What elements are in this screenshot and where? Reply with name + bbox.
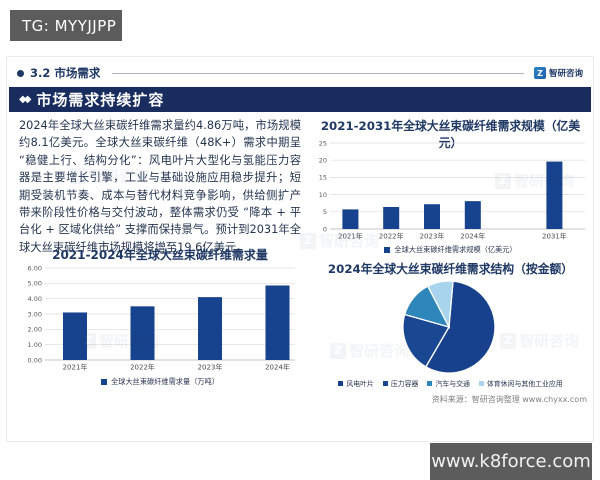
legend-marker xyxy=(427,380,433,386)
svg-text:5.00: 5.00 xyxy=(28,280,42,288)
site-badge: www.k8force.com xyxy=(430,443,592,480)
slide-header: 3.2 市场需求 Z 智研咨询 xyxy=(17,64,583,82)
chart1-legend: 全球大丝束碳纤维需求量（万吨） xyxy=(19,377,301,387)
svg-text:2024年: 2024年 xyxy=(460,232,485,241)
svg-text:3.00: 3.00 xyxy=(28,310,42,318)
left-column: 2024年全球大丝束碳纤维需求量约4.86万吨，市场规模约8.1亿美元。全球大丝… xyxy=(19,115,301,441)
pie-legend-item: 汽车与交通 xyxy=(427,378,470,388)
pie-legend-item: 体育休闲与其他工业应用 xyxy=(478,378,563,388)
summary-paragraph: 2024年全球大丝束碳纤维需求量约4.86万吨，市场规模约8.1亿美元。全球大丝… xyxy=(19,119,301,254)
brand-logo: Z 智研咨询 xyxy=(533,67,583,79)
svg-text:5: 5 xyxy=(323,208,327,216)
svg-text:2023年: 2023年 xyxy=(420,232,445,241)
pie-legend-item: 风电叶片 xyxy=(338,378,374,388)
svg-text:2.00: 2.00 xyxy=(28,326,42,334)
pie-legend-label: 汽车与交通 xyxy=(435,380,470,388)
brand-logo-text: 智研咨询 xyxy=(548,69,583,79)
chart2-legend-label: 全球大丝束碳纤维需求规模（亿美元） xyxy=(394,245,517,254)
pie-legend-label: 体育休闲与其他工业应用 xyxy=(486,380,563,388)
svg-text:25: 25 xyxy=(319,139,327,147)
banner-title: 市场需求持续扩容 xyxy=(36,91,165,109)
svg-text:2023年: 2023年 xyxy=(198,363,223,372)
bar-chart-demand-volume: 0.00 1.00 2.00 3.00 4.00 5.00 6.00 2021年 2022年 20… xyxy=(28,264,295,372)
source-line: 资料来源：智研咨询整理 www.chyxx.com xyxy=(431,395,587,404)
pie-legend-label: 风电叶片 xyxy=(346,380,374,388)
svg-text:2021年: 2021年 xyxy=(338,232,363,241)
legend-marker xyxy=(384,247,391,253)
banner: ◆◆ 市场需求持续扩容 xyxy=(9,87,591,112)
svg-text:2022年: 2022年 xyxy=(379,232,404,241)
svg-text:1.00: 1.00 xyxy=(28,341,42,349)
svg-text:15: 15 xyxy=(319,174,327,182)
right-column: 2021-2031年全球大丝束碳纤维需求规模（亿美元） 0 5 10 15 20 25 20… xyxy=(312,115,589,441)
pie-legend-item: 压力容器 xyxy=(382,378,419,388)
svg-text:6.00: 6.00 xyxy=(28,264,42,272)
pie-chart-title: 2024年全球大丝束碳纤维需求结构（按金额） xyxy=(327,262,574,276)
legend-marker xyxy=(338,380,344,386)
svg-text:10: 10 xyxy=(319,191,327,199)
legend-marker xyxy=(478,380,484,386)
content-columns: 2024年全球大丝束碳纤维需求量约4.86万吨，市场规模约8.1亿美元。全球大丝… xyxy=(7,115,593,441)
tg-badge: TG: MYYJJPP xyxy=(10,10,122,41)
pie-legend: 风电叶片 压力容器 汽车与交通 体育休闲与其他工业应用 xyxy=(312,378,589,388)
svg-text:4.00: 4.00 xyxy=(28,295,42,303)
legend-marker xyxy=(101,379,108,385)
chart1-title: 2021-2024年全球大丝束碳纤维需求量 xyxy=(52,248,268,262)
svg-text:0.00: 0.00 xyxy=(28,356,42,364)
svg-text:20: 20 xyxy=(319,157,327,165)
section-title: 3.2 市场需求 xyxy=(30,66,101,80)
divider-line xyxy=(112,72,524,74)
svg-text:2021年: 2021年 xyxy=(63,363,88,372)
pie-chart-demand-structure xyxy=(402,280,496,374)
chart1-legend-label: 全球大丝束碳纤维需求量（万吨） xyxy=(111,377,219,386)
bar-chart-demand-value: 0 5 10 15 20 25 2021年 2022年 2023年 2024年 2031年 xyxy=(319,139,585,241)
pie-legend-label: 压力容器 xyxy=(390,380,419,388)
svg-text:2024年: 2024年 xyxy=(265,363,290,372)
svg-text:2031年: 2031年 xyxy=(542,232,567,241)
svg-text:2022年: 2022年 xyxy=(130,363,155,372)
svg-text:0: 0 xyxy=(323,225,327,233)
brand-logo-icon: Z xyxy=(533,67,546,79)
legend-marker xyxy=(382,380,388,386)
diamond-icon: ◆◆ xyxy=(19,94,32,105)
report-slide: 3.2 市场需求 Z 智研咨询 ◆◆ 市场需求持续扩容 2024年全球大丝束碳纤… xyxy=(6,56,594,442)
chart2-legend: 全球大丝束碳纤维需求规模（亿美元） xyxy=(312,245,589,255)
bullet-icon xyxy=(17,69,24,77)
